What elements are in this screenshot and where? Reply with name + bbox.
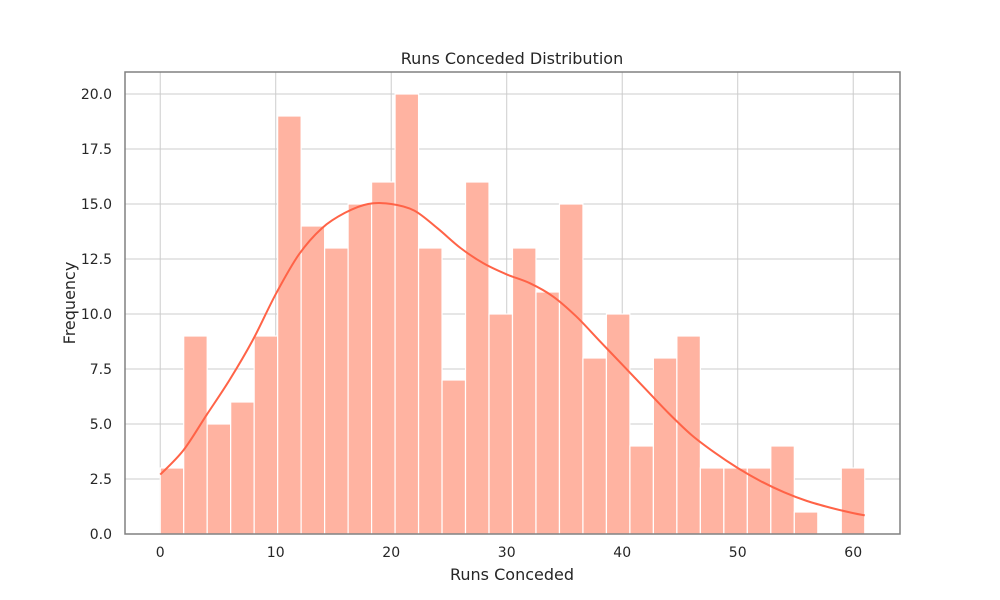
histogram-bar (558, 203, 584, 535)
y-axis-ticks: 0.0 2.5 5.0 7.5 10.0 12.5 15.0 17.5 20.0 (81, 87, 112, 543)
histogram-bar (230, 401, 255, 535)
y-tick-label: 0.0 (90, 527, 112, 543)
histogram-bar (699, 467, 725, 535)
histogram-bar (582, 357, 608, 535)
histogram-bar (793, 511, 819, 535)
x-tick-label: 50 (729, 545, 747, 561)
histogram-bar (746, 467, 772, 535)
histogram-bar (370, 181, 396, 535)
histogram-bar (441, 379, 467, 535)
y-tick-label: 12.5 (81, 252, 112, 268)
x-tick-label: 30 (498, 545, 516, 561)
x-tick-label: 20 (382, 545, 400, 561)
histogram-bar (676, 335, 701, 535)
chart-title: Runs Conceded Distribution (401, 49, 623, 68)
histogram-bar (183, 335, 208, 535)
y-axis-title: Frequency (60, 262, 79, 345)
y-tick-label: 7.5 (90, 362, 112, 378)
kde-curve (159, 202, 865, 517)
histogram-bar (300, 225, 326, 535)
y-tick-label: 20.0 (81, 87, 112, 103)
y-tick-label: 15.0 (81, 197, 112, 213)
histogram-bar (770, 445, 795, 535)
histogram-bar (394, 93, 420, 535)
plot-frame (124, 71, 901, 535)
histogram-bar (347, 203, 373, 535)
x-tick-label: 0 (156, 545, 165, 561)
x-tick-label: 10 (267, 545, 285, 561)
y-tick-label: 17.5 (81, 142, 112, 158)
x-tick-label: 60 (844, 545, 862, 561)
histogram-bar (652, 357, 678, 535)
histogram-bar (417, 247, 443, 535)
histogram-bar (464, 181, 490, 535)
histogram-bar (206, 423, 232, 535)
x-axis-title: Runs Conceded (450, 565, 574, 584)
histogram-bar (723, 467, 748, 535)
x-tick-label: 40 (613, 545, 631, 561)
histogram-bar (159, 467, 185, 535)
y-tick-label: 2.5 (90, 472, 112, 488)
histogram-bar (511, 247, 537, 535)
histogram-bar (324, 247, 349, 535)
histogram-bar (840, 467, 866, 535)
histogram-bar (253, 335, 279, 535)
histogram-bars (159, 93, 866, 535)
y-tick-label: 10.0 (81, 307, 112, 323)
histogram-bar (535, 291, 561, 535)
histogram-bar (488, 313, 514, 535)
x-axis-ticks: 0 10 20 30 40 50 60 (156, 545, 862, 561)
histogram-bar (605, 313, 631, 535)
y-tick-label: 5.0 (90, 417, 112, 433)
histogram-bar (277, 115, 302, 535)
histogram-bar (629, 445, 655, 535)
